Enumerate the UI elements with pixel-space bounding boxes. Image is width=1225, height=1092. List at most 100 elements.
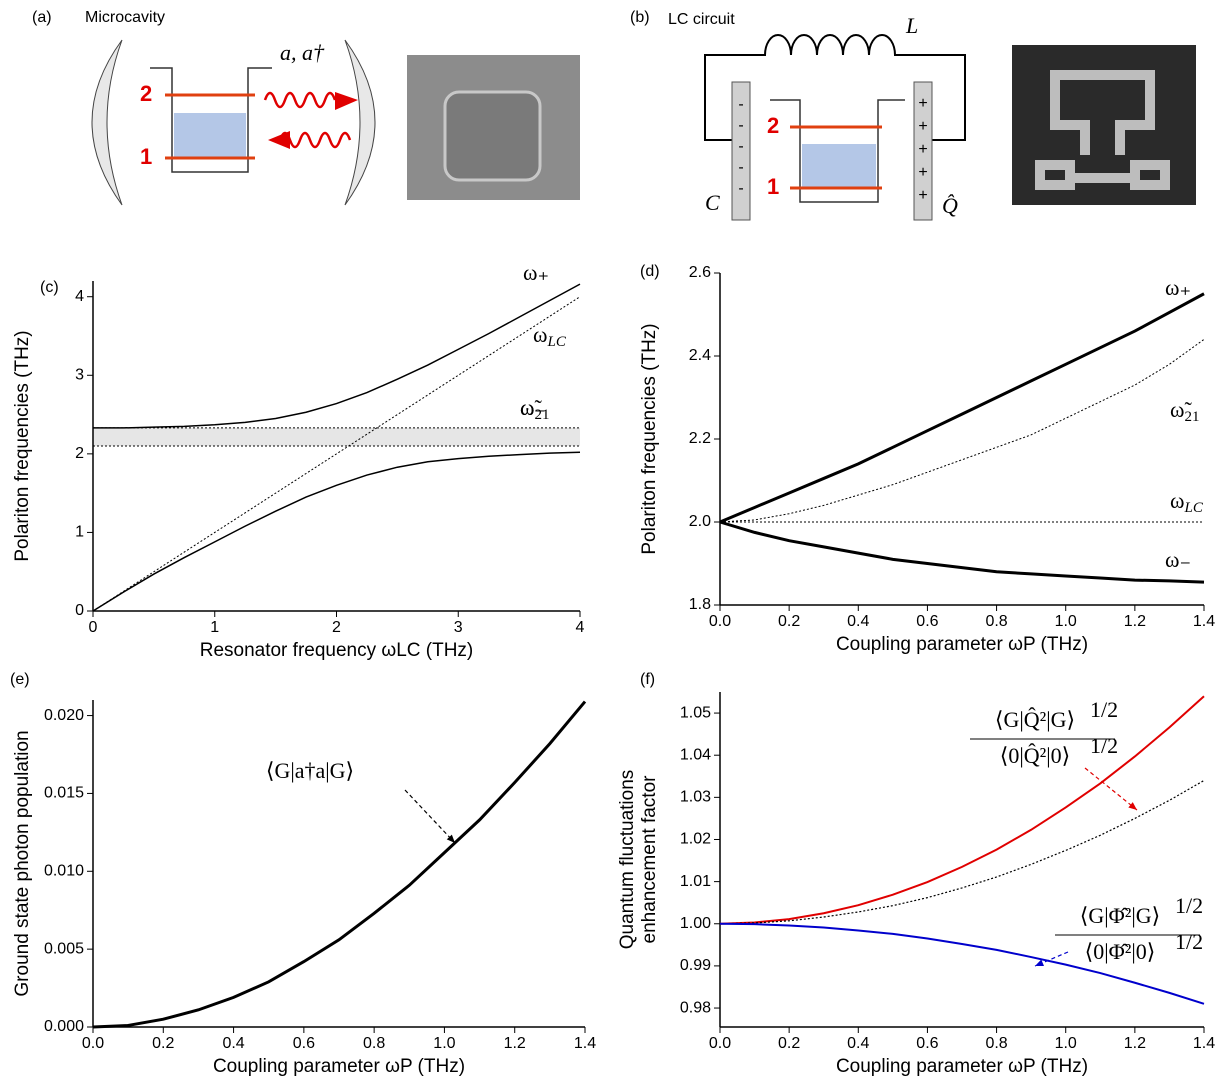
y-tick-label: 2 <box>75 445 84 462</box>
y-tick-label: 4 <box>75 288 84 305</box>
series-line <box>92 700 587 1029</box>
x-tick-label: 1.0 <box>1055 613 1077 630</box>
band <box>93 427 580 446</box>
y-tick-label: 1.02 <box>680 831 711 848</box>
x-tick-label: 0.6 <box>293 1035 315 1052</box>
circuit-wire <box>704 34 966 141</box>
y-tick-label: 2.4 <box>689 347 711 364</box>
y-tick-label: 3 <box>75 367 84 384</box>
series-label: ω₊ <box>1165 275 1191 300</box>
x-tick-label: 4 <box>576 619 585 636</box>
x-tick-label: 1.2 <box>1124 613 1146 630</box>
annotation-numerator: ⟨G|Φ̂²|G⟩ <box>1080 903 1160 928</box>
y-axis-label: Ground state photon population <box>12 730 33 996</box>
x-tick-label: 1.4 <box>1193 1035 1215 1052</box>
series-label: ω₋ <box>520 395 546 420</box>
mirror <box>91 39 123 206</box>
capacitor-plate <box>913 81 933 221</box>
charge-sign: + <box>918 187 927 204</box>
x-axis-label: Resonator frequency ωLC (THz) <box>200 640 474 661</box>
x-tick-label: 1.4 <box>574 1035 596 1052</box>
y-tick-label: 0.98 <box>680 999 711 1016</box>
charge-sign: - <box>738 138 743 155</box>
x-tick-label: 0.2 <box>778 1035 800 1052</box>
y-tick-label: 1.8 <box>689 596 711 613</box>
charge-sign: - <box>738 117 743 134</box>
series-label: ωLC <box>533 322 567 350</box>
y-tick-label: 0.020 <box>44 707 84 724</box>
y-axis-label: Polariton frequencies (THz) <box>639 323 660 554</box>
arrowhead <box>1128 802 1137 810</box>
y-tick-label: 1.03 <box>680 789 711 806</box>
well-fill <box>802 144 876 188</box>
x-tick-label: 0.2 <box>152 1035 174 1052</box>
series-line <box>93 283 581 429</box>
annotation-numerator: ⟨G|Q̂²|G⟩ <box>995 707 1075 732</box>
x-axis-label: Coupling parameter ωP (THz) <box>836 1056 1088 1077</box>
y-axis-label: enhancement factor <box>639 775 660 944</box>
charge-sign: + <box>918 118 927 135</box>
annotation-exponent: 1/2 <box>1175 929 1203 954</box>
y-axis-label: Polariton frequencies (THz) <box>12 330 33 561</box>
x-axis-label: Coupling parameter ωP (THz) <box>836 634 1088 655</box>
arrowhead <box>1035 959 1044 966</box>
annotation-exponent: 1/2 <box>1175 893 1203 918</box>
x-axis-label: Coupling parameter ωP (THz) <box>213 1056 465 1077</box>
y-tick-label: 1.01 <box>680 873 711 890</box>
series-label: ω̃21 <box>1170 397 1199 425</box>
series-line <box>719 779 1205 925</box>
y-tick-label: 2.2 <box>689 430 711 447</box>
annotation-exponent: 1/2 <box>1090 697 1118 722</box>
x-tick-label: 0.6 <box>916 613 938 630</box>
panel-title: Microcavity <box>85 9 165 26</box>
panel-label: (c) <box>40 279 59 296</box>
x-tick-label: 0.8 <box>985 613 1007 630</box>
x-tick-label: 1 <box>210 619 219 636</box>
x-tick-label: 2 <box>332 619 341 636</box>
y-axis-label: Quantum fluctuations <box>617 770 638 950</box>
photon-arrow <box>263 91 337 109</box>
panel-label: (d) <box>640 263 660 280</box>
arrowhead <box>335 92 358 110</box>
y-tick-label: 0.005 <box>44 940 84 957</box>
x-tick-label: 0.6 <box>916 1035 938 1052</box>
series-label: ω₋ <box>1165 547 1191 572</box>
y-tick-label: 2.0 <box>689 513 711 530</box>
lc-resonator <box>1035 70 1170 190</box>
arrowhead <box>446 834 455 843</box>
annotation-denominator: ⟨0|Φ̂²|0⟩ <box>1085 939 1156 964</box>
mirror <box>344 39 376 206</box>
y-tick-label: 1.00 <box>680 915 711 932</box>
charge-sign: - <box>738 159 743 176</box>
x-tick-label: 0.0 <box>82 1035 104 1052</box>
level-label: 2 <box>767 113 779 138</box>
y-tick-label: 0.000 <box>44 1018 84 1035</box>
panel-title: LC circuit <box>668 11 735 28</box>
micropillar <box>443 90 542 182</box>
x-tick-label: 0 <box>89 619 98 636</box>
level-label: 1 <box>767 174 779 199</box>
series-line <box>92 296 581 612</box>
series-label: ω₊ <box>523 260 549 285</box>
charge-sign: + <box>918 95 927 112</box>
inductor-label: L <box>905 13 918 38</box>
x-tick-label: 0.2 <box>778 613 800 630</box>
x-tick-label: 0.8 <box>363 1035 385 1052</box>
series-label: ωLC <box>1170 488 1204 516</box>
annotation-exponent: 1/2 <box>1090 733 1118 758</box>
annotation: ⟨G|a†a|G⟩ <box>266 758 354 783</box>
capacitor-plate <box>731 81 751 221</box>
well-fill <box>174 113 246 158</box>
level-label: 1 <box>140 144 152 169</box>
x-tick-label: 0.8 <box>985 1035 1007 1052</box>
charge-sign: + <box>918 141 927 158</box>
x-tick-label: 0.0 <box>709 613 731 630</box>
panel-label: (f) <box>640 671 655 688</box>
panel-label: (e) <box>10 671 30 688</box>
x-tick-label: 0.4 <box>847 613 869 630</box>
level-label: 2 <box>140 81 152 106</box>
annotation-arrow <box>404 789 456 844</box>
charge-sign: - <box>738 180 743 197</box>
panel-label: (b) <box>630 9 650 26</box>
